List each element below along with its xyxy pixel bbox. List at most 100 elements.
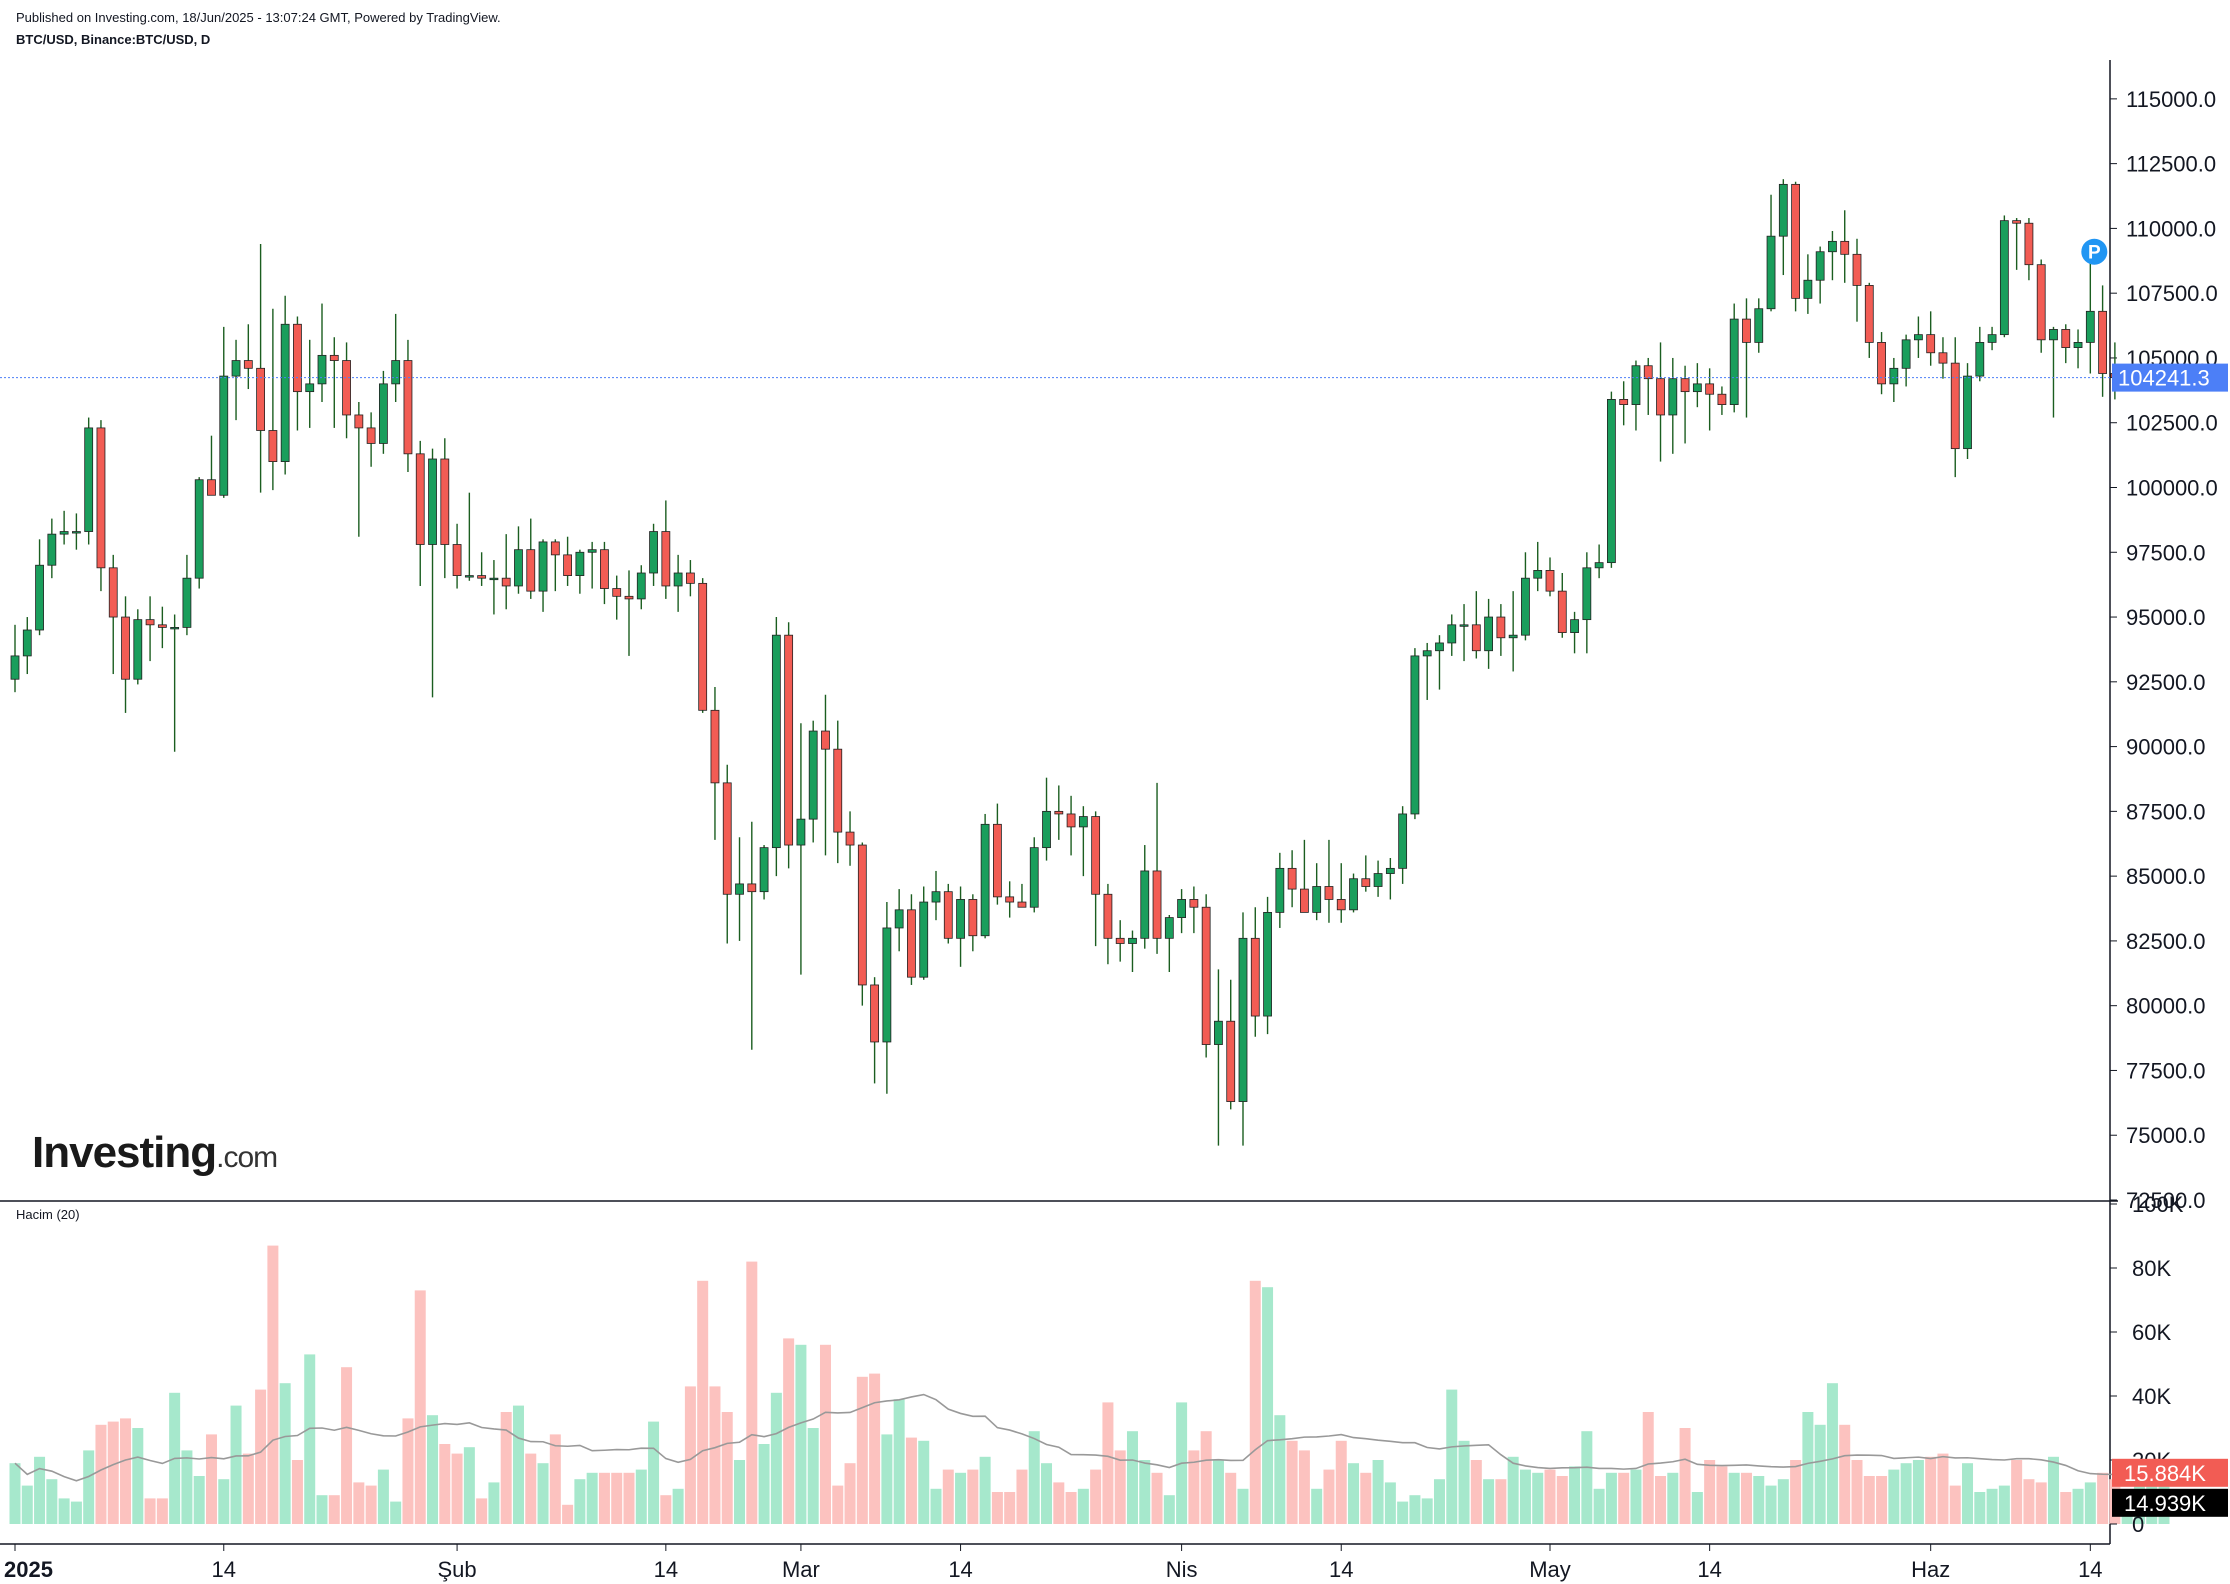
volume-bar xyxy=(1998,1485,2010,1524)
volume-bar xyxy=(1642,1412,1654,1524)
candle-up xyxy=(882,902,892,1094)
candle-up xyxy=(391,313,401,402)
current-price-badge xyxy=(2112,363,2228,392)
time-tick-label: 14 xyxy=(948,1557,972,1582)
candle-down xyxy=(2012,218,2022,270)
volume-bar xyxy=(1593,1488,1605,1524)
candle-down xyxy=(2098,285,2108,397)
candle-down xyxy=(1201,894,1211,1058)
volume-bar xyxy=(83,1450,95,1524)
time-tick-label: 14 xyxy=(212,1557,236,1582)
volume-bar xyxy=(1483,1479,1495,1524)
candle-up xyxy=(1778,179,1788,276)
candle-up xyxy=(771,617,781,877)
candle-body xyxy=(194,479,204,579)
candle-down xyxy=(1189,886,1199,934)
volume-bar xyxy=(930,1488,942,1524)
candle-body xyxy=(894,909,904,929)
candle-up xyxy=(1263,896,1272,1035)
candle-body xyxy=(1042,810,1051,849)
symbol-title: BTC/USD, Binance:BTC/USD, D xyxy=(16,32,211,47)
volume-bar xyxy=(46,1479,58,1524)
candle-body xyxy=(1164,917,1174,939)
volume-bar xyxy=(1544,1469,1556,1524)
volume-bar xyxy=(132,1428,144,1524)
volume-bar xyxy=(967,1469,979,1524)
candle-body xyxy=(428,458,437,545)
candle-down xyxy=(366,412,376,467)
volume-bar xyxy=(1163,1495,1175,1524)
candle-body xyxy=(1901,339,1911,369)
volume-bar xyxy=(1433,1479,1445,1524)
candle-body xyxy=(1631,365,1641,405)
candle-down xyxy=(563,536,572,586)
candle-down xyxy=(710,687,720,840)
candle-body xyxy=(1791,183,1800,299)
candle-up xyxy=(796,723,806,975)
candle-body xyxy=(1717,393,1727,405)
volume-bar xyxy=(819,1344,831,1524)
candle-down xyxy=(1091,811,1101,947)
volume-bar xyxy=(1986,1488,1998,1524)
candle-down xyxy=(2061,324,2071,364)
candle-body xyxy=(207,479,216,496)
current-price-label: 104241.3 xyxy=(2118,366,2210,391)
published-caption: Published on Investing.com, 18/Jun/2025 … xyxy=(16,10,501,25)
candle-body xyxy=(1238,937,1248,1102)
volume-bar xyxy=(856,1376,868,1524)
volume-ma-badge xyxy=(2112,1488,2228,1517)
volume-bar xyxy=(1691,1492,1703,1524)
volume-bar xyxy=(574,1479,586,1524)
candle-up xyxy=(1692,363,1702,408)
candle-body xyxy=(452,544,462,576)
candle-down xyxy=(1656,342,1665,462)
candle-body xyxy=(1250,937,1260,1017)
candle-body xyxy=(1275,867,1285,913)
candle-down xyxy=(207,435,216,496)
candle-down xyxy=(1938,337,1948,379)
price-tick-label: 82500.0 xyxy=(2126,929,2206,954)
candle-down xyxy=(1791,181,1800,312)
volume-bar xyxy=(648,1421,660,1524)
volume-bar xyxy=(9,1463,21,1524)
candle-body xyxy=(1828,240,1837,253)
candle-body xyxy=(1103,893,1113,939)
volume-bar xyxy=(1753,1476,1765,1524)
candle-up xyxy=(538,539,548,612)
candle-body xyxy=(170,627,180,630)
candle-up xyxy=(1422,642,1432,700)
time-tick-label: Mar xyxy=(782,1557,820,1582)
candle-body xyxy=(1005,896,1015,903)
volume-bar xyxy=(1065,1492,1077,1524)
volume-bar xyxy=(1814,1424,1826,1524)
candle-down xyxy=(661,500,671,599)
candle-up xyxy=(22,617,32,675)
volume-bar xyxy=(1090,1469,1102,1524)
price-tick-label: 112500.0 xyxy=(2126,152,2216,177)
candle-body xyxy=(280,323,290,462)
candle-body xyxy=(1398,813,1408,869)
candle-up xyxy=(84,417,94,545)
candle-body xyxy=(1803,279,1813,299)
volume-bar xyxy=(1949,1485,1961,1524)
candle-down xyxy=(1115,920,1125,962)
candle-up xyxy=(1484,598,1493,669)
volume-bar xyxy=(783,1338,795,1524)
volume-bar xyxy=(377,1469,389,1524)
candle-up xyxy=(1140,845,1150,949)
candle-down xyxy=(2024,218,2034,281)
volume-bar xyxy=(1704,1460,1716,1524)
candle-body xyxy=(2061,329,2071,348)
candle-up xyxy=(808,720,818,843)
candle-up xyxy=(735,837,744,941)
candle-body xyxy=(587,549,597,553)
candle-body xyxy=(710,709,720,784)
volume-bar xyxy=(1790,1460,1802,1524)
candle-body xyxy=(796,818,806,846)
volume-last-label: 15.884K xyxy=(2124,1461,2206,1486)
candle-down xyxy=(1852,238,1862,322)
candle-down xyxy=(943,883,953,944)
volume-bar xyxy=(1077,1488,1089,1524)
candle-down xyxy=(1840,210,1850,283)
